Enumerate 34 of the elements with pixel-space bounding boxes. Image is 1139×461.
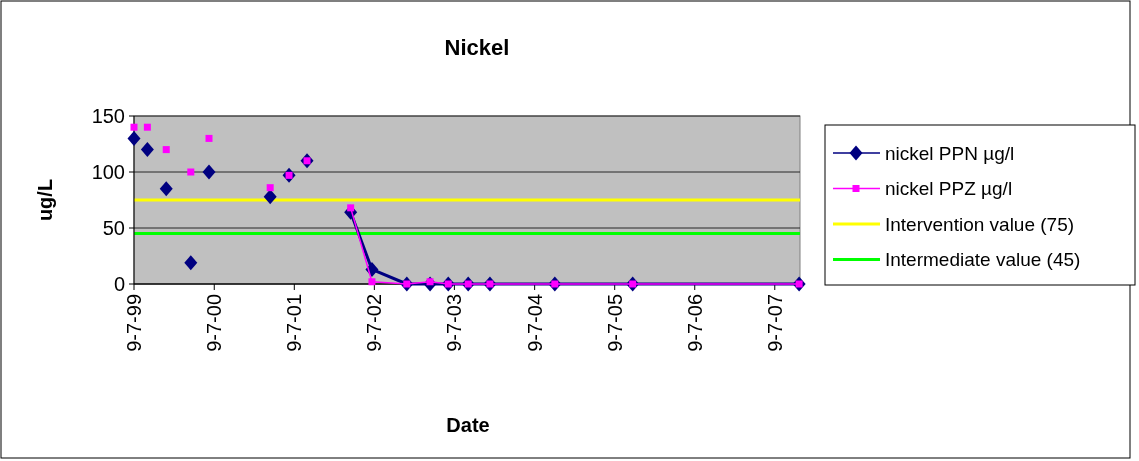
point [140,142,154,158]
x-tick-label: 9-7-00 [203,294,226,352]
x-tick-label: 9-7-05 [603,294,626,352]
legend-label: Intermediate value (45) [885,249,1081,271]
y-tick-label: 50 [102,217,125,239]
y-tick-label: 0 [113,273,125,295]
point [143,123,151,131]
legend-label: Intervention value (75) [885,213,1075,235]
x-tick-label: 9-7-07 [763,294,786,352]
x-tick-label: 9-7-02 [363,294,386,352]
y-axis-title: ug/L [34,178,56,222]
point [368,278,376,286]
point [347,204,355,212]
point [205,134,213,142]
x-tick-label: 9-7-99 [123,294,145,352]
point [187,168,195,176]
y-tick-label: 100 [91,161,125,183]
point [127,130,141,146]
x-tick-label: 9-7-04 [523,294,546,352]
point [159,181,173,197]
x-axis-title: Date [446,414,490,436]
point [162,146,170,154]
legend-label: nickel PPZ µg/l [885,178,1013,200]
x-tick-label: 9-7-01 [283,294,306,352]
legend-label: nickel PPN µg/l [885,142,1015,164]
x-tick-label: 9-7-06 [683,294,706,352]
point [184,255,198,271]
chart-title: Nickel [444,35,510,60]
point [263,189,277,205]
y-tick-label: 150 [91,105,125,127]
x-tick-label: 9-7-03 [443,294,466,352]
point [202,164,216,180]
point [130,123,138,131]
point [266,184,274,192]
